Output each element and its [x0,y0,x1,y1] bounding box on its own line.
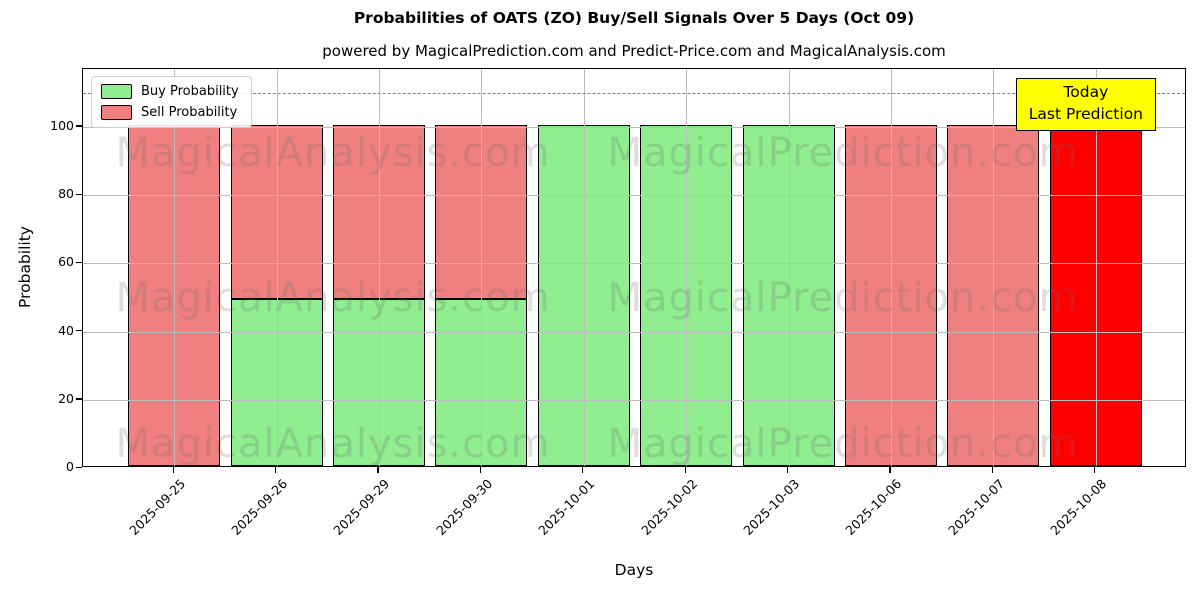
y-tick-label: 100 [50,117,74,133]
x-tick-label: 2025-09-29 [330,476,393,538]
x-tick-mark [889,467,891,473]
y-tick-mark [76,330,82,332]
x-tick-mark [1094,467,1096,473]
y-tick-label: 40 [58,322,74,338]
gridline-vertical [276,69,278,466]
gridline-vertical [379,69,380,466]
x-tick-label: 2025-10-03 [740,476,803,538]
gridline-vertical [891,69,892,466]
x-tick-mark [582,467,584,473]
gridline-horizontal [83,263,1185,265]
watermark-text: MagicalPrediction.com [607,275,1079,321]
x-tick-label: 2025-09-30 [433,476,496,538]
y-tick-label: 20 [58,390,74,406]
watermark-text: MagicalAnalysis.com [115,130,551,176]
chart-subtitle: powered by MagicalPrediction.com and Pre… [322,42,946,60]
y-tick-mark [76,125,82,127]
x-axis-label: Days [614,561,654,579]
today-annotation: Today Last Prediction [1015,78,1156,132]
x-tick-mark [786,467,789,473]
x-tick-mark [377,467,379,473]
x-tick-label: 2025-10-02 [637,476,700,538]
gridline-vertical [686,69,688,466]
y-tick-label: 60 [58,254,74,270]
y-tick-mark [76,261,82,264]
legend-item: Buy Probability [101,84,239,99]
x-tick-mark [684,467,686,473]
gridline-horizontal [83,126,1185,128]
watermark-text: MagicalAnalysis.com [115,421,551,467]
plot-area: Buy Probability Sell Probability Today La… [82,68,1186,467]
legend-label: Buy Probability [141,84,239,99]
gridline-vertical [481,69,483,466]
watermark-text: MagicalPrediction.com [607,421,1079,467]
legend-item: Sell Probability [101,105,239,120]
chart-title: Probabilities of OATS (ZO) Buy/Sell Sign… [353,9,915,27]
y-tick-label: 80 [58,186,74,202]
annotation-line-today: Today [1063,83,1109,101]
gridline-vertical [1095,69,1097,466]
y-tick-mark [76,398,82,400]
x-tick-label: 2025-10-08 [1047,476,1110,538]
x-tick-label: 2025-10-07 [945,476,1008,538]
gridline-vertical [583,69,585,466]
watermark-text: MagicalPrediction.com [607,130,1079,176]
gridline-vertical [993,69,995,466]
gridline-horizontal [83,331,1185,333]
gridline-horizontal [83,399,1185,401]
y-tick-mark [76,193,82,195]
x-tick-mark [479,467,482,473]
x-tick-label: 2025-10-06 [842,476,905,538]
x-tick-label: 2025-09-26 [228,476,291,538]
x-tick-mark [172,467,174,473]
legend-label: Sell Probability [141,105,238,120]
legend-swatch [101,84,132,99]
annotation-line-last-prediction: Last Prediction [1028,104,1143,123]
legend: Buy Probability Sell Probability [91,76,252,128]
x-tick-label: 2025-10-01 [535,476,598,538]
x-tick-label: 2025-09-25 [125,476,188,538]
x-tick-mark [991,467,994,473]
threshold-dashed-line [83,92,1185,94]
watermark-text: MagicalAnalysis.com [115,275,551,321]
gridline-vertical [788,69,790,466]
gridline-vertical [174,69,176,466]
legend-swatch [101,105,132,120]
y-tick-mark [76,466,82,468]
gridline-horizontal [83,195,1185,197]
x-tick-mark [274,467,277,473]
y-tick-label: 0 [66,459,74,474]
